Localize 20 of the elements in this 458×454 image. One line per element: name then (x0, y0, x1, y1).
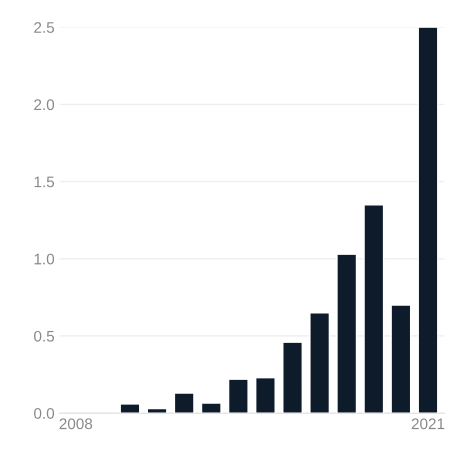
y-tick-label: 1.0 (34, 254, 54, 264)
bar (336, 253, 358, 414)
y-tick-label: 0.5 (34, 330, 54, 342)
y-tick-label: 0.0 (34, 408, 54, 419)
bar (120, 403, 140, 414)
y-tick-label: 1.5 (34, 176, 54, 188)
bar (174, 392, 195, 414)
x-tick-label: 2021 (412, 418, 444, 430)
bar (200, 402, 222, 414)
bar (418, 27, 438, 414)
y-tick-label: 2.0 (34, 99, 54, 110)
bar (282, 341, 303, 414)
bar (146, 408, 168, 414)
y-tick-label: 2.5 (34, 22, 54, 33)
bar (255, 376, 276, 414)
bar (309, 312, 330, 414)
x-tick-label: 2008 (60, 418, 92, 430)
bar (228, 378, 249, 414)
bar (363, 204, 384, 414)
bar (390, 304, 412, 414)
